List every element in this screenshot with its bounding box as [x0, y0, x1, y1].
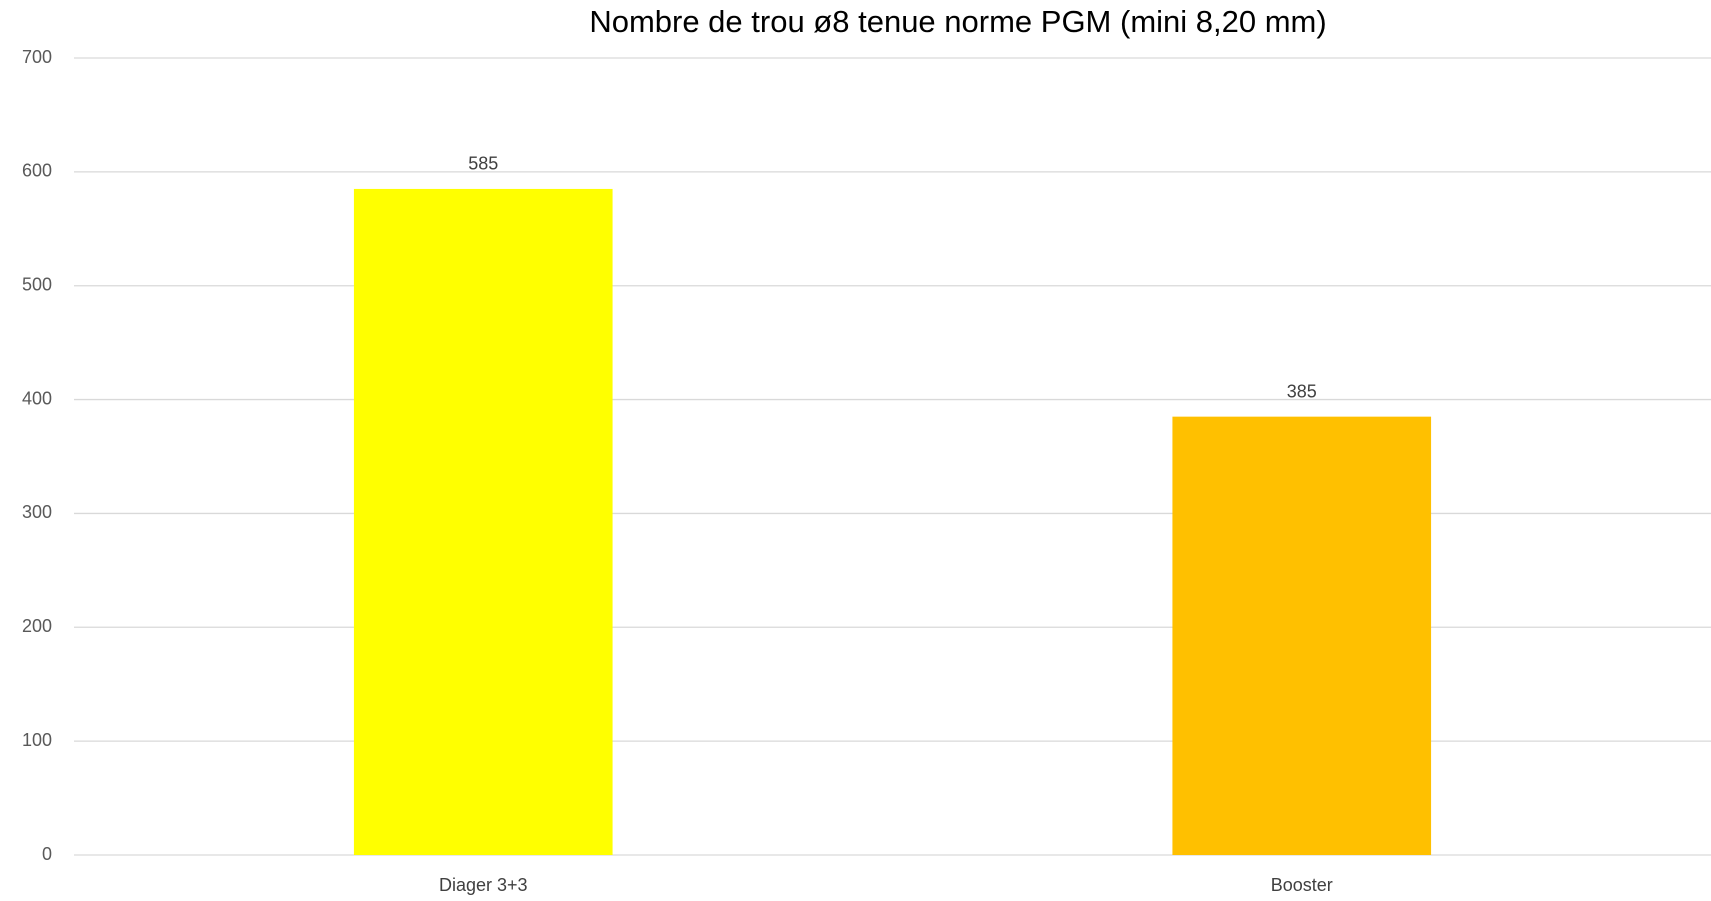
y-tick-label: 0	[42, 844, 52, 864]
y-tick-label: 300	[22, 502, 52, 522]
y-tick-label: 500	[22, 274, 52, 294]
x-tick-label: Diager 3+3	[439, 875, 528, 895]
bar	[1172, 416, 1432, 855]
data-label: 585	[468, 154, 498, 174]
y-tick-label: 600	[22, 161, 52, 181]
y-tick-label: 700	[22, 47, 52, 67]
y-tick-label: 400	[22, 388, 52, 408]
x-tick-label: Booster	[1271, 875, 1333, 895]
y-tick-label: 100	[22, 730, 52, 750]
bar	[353, 188, 613, 855]
y-tick-label: 200	[22, 616, 52, 636]
chart-title: Nombre de trou ø8 tenue norme PGM (mini …	[589, 4, 1326, 39]
data-label: 385	[1287, 381, 1317, 401]
